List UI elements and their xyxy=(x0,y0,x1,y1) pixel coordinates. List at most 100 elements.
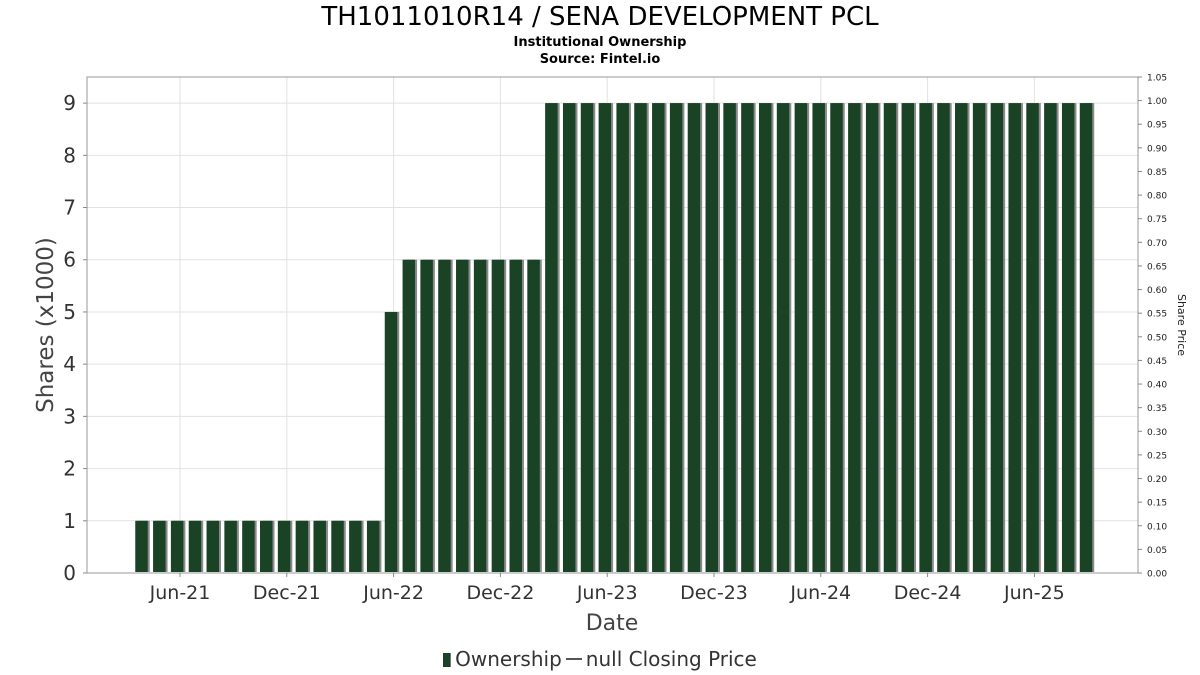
y2-tick-label: 0.70 xyxy=(1147,239,1167,249)
y2-tick-label: 0.85 xyxy=(1147,168,1167,178)
bar-series xyxy=(135,103,1095,573)
ownership-bar xyxy=(687,103,701,573)
ownership-bar xyxy=(260,520,273,572)
y2-axis-label: Share Price xyxy=(1175,294,1188,356)
ownership-bar xyxy=(955,103,968,573)
ownership-bar xyxy=(384,311,398,572)
ownership-bar xyxy=(349,520,362,572)
ownership-bar xyxy=(366,520,380,572)
ownership-bar xyxy=(277,520,291,572)
ownership-bar xyxy=(652,103,665,573)
ownership-bar xyxy=(723,103,736,573)
ownership-legend-swatch xyxy=(443,653,452,667)
ownership-bar xyxy=(1026,103,1039,573)
x-tick-label: Dec-22 xyxy=(466,582,534,604)
ownership-bar xyxy=(509,259,522,572)
y2-tick-label: 0.30 xyxy=(1147,428,1167,438)
price-legend-line xyxy=(565,658,582,660)
ownership-bar xyxy=(1079,103,1093,573)
y-axis: 0 1 2 3 4 5 6 7 8 9 xyxy=(63,91,87,585)
y2-tick-label: 0.90 xyxy=(1147,144,1167,154)
y-tick-label: 1 xyxy=(63,509,76,533)
y2-tick-label: 0.55 xyxy=(1147,310,1167,320)
ownership-bar xyxy=(1008,103,1021,573)
y2-tick-label: 0.20 xyxy=(1147,475,1167,485)
ownership-bar xyxy=(562,103,576,573)
y2-tick-label: 0.80 xyxy=(1147,192,1167,202)
y-axis-label: Shares (x1000) xyxy=(33,237,59,413)
ownership-bar xyxy=(313,520,326,572)
ownership-bar xyxy=(830,103,843,573)
ownership-bar xyxy=(527,259,540,572)
ownership-bar xyxy=(758,103,772,573)
ownership-bar xyxy=(580,103,594,573)
y-tick-label: 9 xyxy=(63,91,76,115)
y2-tick-label: 0.95 xyxy=(1147,121,1167,131)
y-tick-label: 0 xyxy=(63,561,76,585)
x-tick-label: Jun-24 xyxy=(789,582,851,604)
x-tick-label: Dec-24 xyxy=(894,582,962,604)
y2-tick-label: 0.35 xyxy=(1147,404,1167,414)
ownership-bar xyxy=(634,103,647,573)
ownership-bar xyxy=(883,103,897,573)
ownership-bar xyxy=(990,103,1004,573)
ownership-bar xyxy=(812,103,825,573)
ownership-bar xyxy=(420,259,433,572)
y2-tick-label: 0.45 xyxy=(1147,357,1167,367)
x-axis: Jun-21 Dec-21 Jun-22 Dec-22 Jun-23 Dec-23 Jun-… xyxy=(149,573,1065,604)
y-tick-label: 7 xyxy=(63,196,76,220)
ownership-bar xyxy=(135,520,148,572)
ownership-bar xyxy=(295,520,309,572)
chart-source: Source: Fintel.io xyxy=(539,52,661,67)
x-tick-label: Jun-25 xyxy=(1003,582,1065,604)
y-tick-label: 8 xyxy=(63,143,76,167)
chart-title: TH1011010R14 / SENA DEVELOPMENT PCL xyxy=(321,2,879,32)
ownership-bar xyxy=(242,520,255,572)
ownership-bar xyxy=(438,259,451,572)
x-tick-label: Jun-23 xyxy=(576,582,638,604)
legend-price-label: null Closing Price xyxy=(585,647,757,671)
ownership-bar xyxy=(794,103,808,573)
x-tick-label: Dec-23 xyxy=(680,582,748,604)
y-tick-label: 5 xyxy=(63,300,76,324)
ownership-bar xyxy=(741,103,754,573)
y-tick-label: 3 xyxy=(63,404,76,428)
ownership-bar xyxy=(776,103,790,573)
ownership-bar xyxy=(170,520,184,572)
ownership-bar xyxy=(473,259,487,572)
chart-subtitle: Institutional Ownership xyxy=(513,35,687,50)
ownership-bar xyxy=(705,103,719,573)
y2-axis: 0.00 0.05 0.10 0.15 0.20 0.25 0.30 0.35 0.40 0.45… xyxy=(1138,74,1167,580)
ownership-bar xyxy=(901,103,915,573)
x-tick-label: Dec-21 xyxy=(253,582,321,604)
ownership-bar xyxy=(848,103,861,573)
ownership-bar xyxy=(919,103,932,573)
y-tick-label: 2 xyxy=(63,457,76,481)
legend-ownership-label: Ownership xyxy=(455,647,562,671)
y2-tick-label: 0.65 xyxy=(1147,262,1167,272)
ownership-bar xyxy=(937,103,950,573)
y2-tick-label: 0.40 xyxy=(1147,381,1167,391)
ownership-bar xyxy=(545,103,558,573)
ownership-bar xyxy=(1061,103,1075,573)
plot-area xyxy=(86,76,1139,574)
ownership-bar xyxy=(491,259,505,572)
y-tick-label: 6 xyxy=(63,248,76,272)
y2-tick-label: 0.75 xyxy=(1147,215,1167,225)
ownership-bar xyxy=(669,103,683,573)
y2-tick-label: 0.05 xyxy=(1147,546,1167,556)
y2-tick-label: 0.15 xyxy=(1147,499,1167,509)
ownership-bar xyxy=(153,520,166,572)
x-axis-label: Date xyxy=(586,611,639,636)
ownership-bar xyxy=(1044,103,1057,573)
y2-tick-label: 1.00 xyxy=(1147,97,1167,107)
ownership-bar xyxy=(598,103,612,573)
legend: Ownership null Closing Price xyxy=(0,647,1200,671)
y2-tick-label: 0.10 xyxy=(1147,522,1167,532)
ownership-bar xyxy=(402,259,416,572)
x-tick-label: Jun-22 xyxy=(362,582,424,604)
ownership-bar xyxy=(206,520,220,572)
ownership-bar xyxy=(331,520,344,572)
y2-tick-label: 0.60 xyxy=(1147,286,1167,296)
